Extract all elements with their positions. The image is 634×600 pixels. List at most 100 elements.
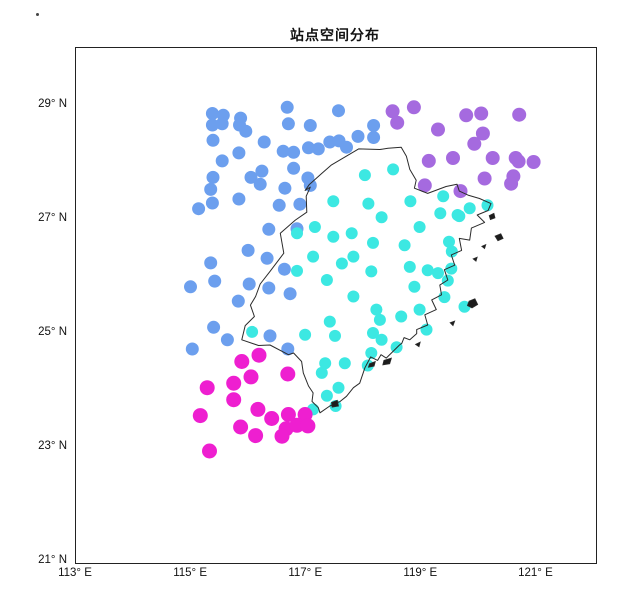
station-dot-cluster-southwest-magenta (274, 428, 290, 444)
station-dot-cluster-southwest-magenta (248, 428, 264, 444)
station-dot-cluster-northeast-purple (474, 106, 489, 121)
station-dot-cluster-northwest-blue (206, 170, 220, 184)
station-dot-cluster-northwest-blue (239, 124, 253, 138)
station-dot-cluster-northwest-blue (287, 145, 301, 159)
station-dot-cluster-southwest-magenta (250, 401, 266, 417)
station-dot-cluster-northwest-blue (280, 100, 294, 114)
station-dot-cluster-northeast-purple (431, 122, 445, 137)
station-dot-cluster-central-cyan (395, 310, 408, 323)
island-outline (414, 341, 421, 348)
chart-title: 站点空间分布 (290, 27, 380, 43)
station-dot-cluster-southwest-magenta (226, 375, 242, 391)
station-dot-cluster-southwest-magenta (202, 443, 217, 459)
station-dot-cluster-central-cyan (404, 195, 417, 208)
station-dot-cluster-southwest-magenta (233, 419, 249, 435)
station-dot-cluster-central-cyan (291, 264, 303, 277)
station-dot-cluster-central-cyan (320, 274, 333, 286)
x-tick-label: 117° E (288, 567, 323, 579)
station-dot-cluster-central-cyan (437, 190, 450, 203)
station-dot-cluster-northwest-blue (303, 119, 317, 132)
station-dot-cluster-northeast-purple (485, 151, 500, 165)
station-dot-cluster-northwest-blue (242, 277, 256, 291)
station-dot-cluster-northwest-blue (232, 192, 246, 206)
station-dot-cluster-central-cyan (319, 357, 332, 370)
x-tick-label: 113° E (58, 567, 92, 579)
station-dot-cluster-central-cyan (246, 325, 259, 338)
station-dot-cluster-northwest-blue (257, 135, 271, 149)
station-dot-cluster-southwest-magenta (199, 380, 215, 396)
station-dot-cluster-southwest-magenta (280, 366, 296, 382)
station-dot-cluster-northwest-blue (204, 182, 218, 196)
station-dot-cluster-northwest-blue (255, 164, 269, 178)
station-dot-cluster-central-cyan (375, 211, 388, 224)
station-dot-cluster-northeast-purple (390, 115, 405, 130)
island-outline (488, 212, 496, 221)
station-dot-cluster-northwest-blue (367, 119, 381, 132)
station-dot-cluster-southwest-magenta (226, 392, 242, 408)
island-outline (382, 357, 392, 366)
station-dot-cluster-southwest-magenta (297, 407, 313, 422)
station-dot-cluster-northeast-purple (421, 153, 436, 168)
station-dot-cluster-central-cyan (327, 230, 340, 243)
station-dot-cluster-northwest-blue (272, 198, 286, 212)
station-dot-cluster-central-cyan (481, 199, 494, 212)
station-dot-cluster-central-cyan (413, 303, 426, 316)
station-dot-cluster-northeast-purple (504, 176, 519, 191)
station-dot-cluster-southwest-magenta (234, 354, 250, 369)
station-dot-cluster-northwest-blue (262, 281, 276, 295)
island-outline (331, 399, 339, 408)
station-dot-cluster-northeast-purple (459, 108, 474, 123)
station-dot-cluster-central-cyan (373, 313, 386, 326)
station-dot-cluster-northwest-blue (311, 142, 325, 156)
station-dot-cluster-northeast-purple (475, 126, 490, 141)
station-dot-cluster-northwest-blue (231, 294, 245, 308)
station-dot-cluster-northwest-blue (207, 320, 221, 334)
station-dot-cluster-northeast-purple (446, 151, 460, 165)
station-dot-cluster-northwest-blue (206, 133, 220, 147)
station-dot-cluster-northwest-blue (220, 333, 234, 347)
station-dot-cluster-northeast-purple (385, 104, 400, 119)
station-dot-cluster-northeast-purple (406, 100, 421, 115)
station-dot-cluster-northeast-purple (453, 184, 468, 199)
station-dot-cluster-central-cyan (421, 264, 434, 277)
station-dot-cluster-central-cyan (441, 274, 454, 287)
y-tick-label: 25° N (38, 326, 67, 338)
fujian-province-boundary (241, 146, 492, 414)
x-tick-label: 121° E (518, 567, 553, 579)
station-dot-cluster-central-cyan (347, 290, 360, 303)
station-dot-cluster-central-cyan (362, 197, 375, 210)
station-dot-cluster-central-cyan (299, 328, 312, 341)
station-dot-cluster-central-cyan (398, 239, 411, 252)
island-outline (472, 256, 478, 262)
station-dot-cluster-northwest-blue (185, 342, 199, 356)
station-dot-cluster-central-cyan (307, 250, 320, 263)
station-dot-cluster-northwest-blue (215, 117, 229, 131)
station-dot-cluster-northwest-blue (192, 202, 206, 216)
station-dot-cluster-central-cyan (358, 169, 371, 182)
station-dot-cluster-northwest-blue (244, 170, 258, 184)
station-dot-cluster-southwest-magenta (280, 407, 296, 422)
station-dot-cluster-central-cyan (320, 389, 333, 402)
station-dot-cluster-northwest-blue (215, 154, 229, 168)
station-dot-cluster-northwest-blue (281, 117, 295, 131)
island-outline (494, 233, 504, 242)
station-dot-cluster-central-cyan (365, 265, 378, 278)
station-dot-cluster-northwest-blue (302, 141, 315, 155)
station-dot-cluster-central-cyan (443, 235, 455, 248)
station-dot-cluster-northwest-blue (277, 262, 291, 276)
y-tick-label: 27° N (38, 212, 67, 224)
station-dot-cluster-central-cyan (413, 221, 426, 233)
station-dot-cluster-northwest-blue (293, 197, 307, 211)
station-dot-cluster-northwest-blue (205, 196, 219, 210)
station-dot-cluster-northwest-blue (184, 280, 197, 294)
station-dot-cluster-northwest-blue (253, 177, 267, 191)
station-dot-cluster-central-cyan (291, 227, 303, 240)
station-dot-cluster-northwest-blue (351, 129, 365, 143)
station-dot-cluster-central-cyan (332, 381, 345, 394)
station-dot-cluster-southwest-magenta (251, 347, 267, 363)
island-outline (367, 360, 376, 368)
station-dot-cluster-central-cyan (434, 207, 447, 220)
station-dot-cluster-central-cyan (458, 300, 471, 313)
station-dot-cluster-northeast-purple (467, 136, 482, 151)
